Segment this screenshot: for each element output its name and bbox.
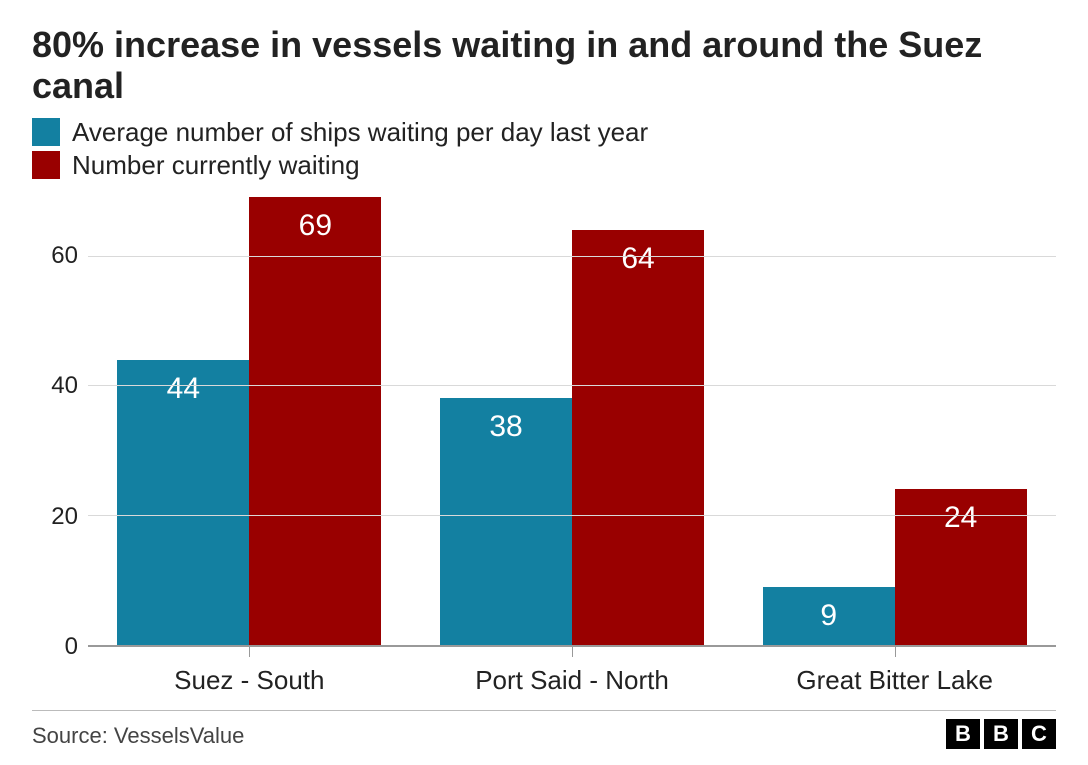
legend-swatch bbox=[32, 151, 60, 179]
y-tick-label: 0 bbox=[65, 633, 78, 661]
bar: 44 bbox=[117, 360, 249, 646]
bar-group: 38 64 bbox=[411, 191, 734, 645]
legend-label: Number currently waiting bbox=[72, 150, 360, 181]
y-axis: 0204060 bbox=[32, 191, 88, 647]
legend-swatch bbox=[32, 118, 60, 146]
x-axis-labels: Suez - SouthPort Said - NorthGreat Bitte… bbox=[88, 665, 1056, 696]
gridline bbox=[88, 256, 1056, 257]
legend: Average number of ships waiting per day … bbox=[32, 117, 1056, 183]
bar-value-label: 38 bbox=[489, 410, 522, 444]
source-text: Source: VesselsValue bbox=[32, 723, 244, 749]
y-tick-label: 20 bbox=[51, 503, 78, 531]
bar: 64 bbox=[572, 230, 704, 645]
plot-area: 44 69 38 64 9 24 bbox=[88, 191, 1056, 647]
x-tick-label: Suez - South bbox=[88, 665, 411, 696]
bbc-logo: BBC bbox=[946, 719, 1056, 749]
bar: 38 bbox=[440, 398, 572, 645]
bbc-logo-letter: C bbox=[1022, 719, 1056, 749]
bar-value-label: 69 bbox=[299, 209, 332, 243]
bar: 9 bbox=[763, 587, 895, 645]
chart-container: 80% increase in vessels waiting in and a… bbox=[0, 0, 1088, 765]
gridline bbox=[88, 515, 1056, 516]
bar-group: 9 24 bbox=[733, 191, 1056, 645]
chart-title: 80% increase in vessels waiting in and a… bbox=[32, 24, 1056, 107]
bar-value-label: 44 bbox=[167, 372, 200, 406]
bar-value-label: 64 bbox=[621, 242, 654, 276]
bbc-logo-letter: B bbox=[946, 719, 980, 749]
y-tick-label: 60 bbox=[51, 242, 78, 270]
footer: Source: VesselsValue BBC bbox=[32, 710, 1056, 749]
gridline bbox=[88, 385, 1056, 386]
bar: 69 bbox=[249, 197, 381, 645]
legend-item: Number currently waiting bbox=[32, 150, 1056, 181]
legend-item: Average number of ships waiting per day … bbox=[32, 117, 1056, 148]
bar-value-label: 9 bbox=[820, 599, 837, 633]
bar-groups: 44 69 38 64 9 24 bbox=[88, 191, 1056, 645]
x-tick-label: Great Bitter Lake bbox=[733, 665, 1056, 696]
bar: 24 bbox=[895, 489, 1027, 645]
legend-label: Average number of ships waiting per day … bbox=[72, 117, 648, 148]
bar-group: 44 69 bbox=[88, 191, 411, 645]
x-tick-label: Port Said - North bbox=[411, 665, 734, 696]
y-tick-label: 40 bbox=[51, 372, 78, 400]
bar-value-label: 24 bbox=[944, 501, 977, 535]
plot-outer: 0204060 44693864924 bbox=[32, 191, 1056, 647]
bbc-logo-letter: B bbox=[984, 719, 1018, 749]
